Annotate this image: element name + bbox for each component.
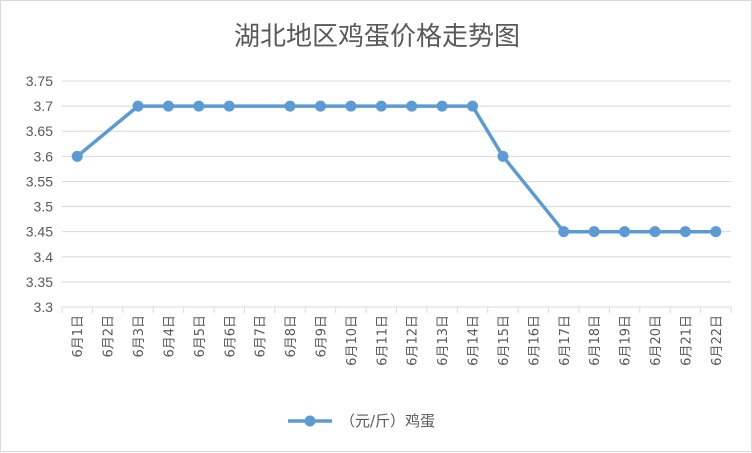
x-tick-label: 6月22日 [710,315,725,366]
x-tick-label: 6月5日 [193,315,208,358]
x-tick-label: 6月21日 [679,315,694,366]
data-point-12[interactable] [406,100,418,112]
data-point-4[interactable] [162,100,174,112]
data-point-19[interactable] [619,226,631,238]
x-tick-label: 6月1日 [71,315,86,358]
y-tick-label: 3.7 [34,98,54,114]
y-tick-label: 3.35 [26,274,53,290]
x-tick-label: 6月7日 [254,315,269,358]
chart-title: 湖北地区鸡蛋价格走势图 [234,22,520,52]
x-tick-label: 6月9日 [314,315,329,358]
data-point-20[interactable] [649,226,661,238]
data-point-10[interactable] [345,100,357,112]
x-axis-ticks: 6月1日 6月2日 6月3日 6月4日 6月5日 6月6日 6月7日 6月8日 6月9日 6月10… [61,307,732,366]
x-tick-label: 6月13日 [436,315,451,366]
x-tick-label: 6月20日 [649,315,664,366]
data-point-17[interactable] [558,226,570,238]
x-tick-label: 6月2日 [102,315,117,358]
x-tick-label: 6月19日 [619,315,634,366]
y-axis-ticks: 3.75 3.7 3.65 3.6 3.55 3.5 3.45 3.4 3.35 3.3 [26,73,53,315]
x-tick-label: 6月6日 [223,315,238,358]
data-point-1[interactable] [71,150,83,162]
x-tick-label: 6月11日 [375,315,390,366]
x-tick-label: 6月18日 [588,315,603,366]
data-point-8[interactable] [284,100,296,112]
x-tick-label: 6月16日 [527,315,542,366]
y-tick-label: 3.5 [34,199,54,215]
y-tick-label: 3.45 [26,224,53,240]
x-tick-label: 6月8日 [284,315,299,358]
data-point-11[interactable] [375,100,387,112]
data-point-3[interactable] [132,100,144,112]
x-tick-label: 6月12日 [406,315,421,366]
legend-label: （元/斤）鸡蛋 [340,412,435,430]
data-point-6[interactable] [223,100,235,112]
x-tick-label: 6月10日 [345,315,360,366]
x-tick-label: 6月15日 [497,315,512,366]
data-point-21[interactable] [679,226,691,238]
y-tick-label: 3.55 [26,173,53,189]
series-layer [71,100,722,238]
data-point-15[interactable] [497,150,509,162]
legend[interactable]: （元/斤）鸡蛋 [288,412,435,430]
legend-point-marker [304,415,316,427]
y-tick-label: 3.6 [34,148,54,164]
y-tick-label: 3.3 [34,299,54,315]
series-line [75,104,718,234]
data-point-14[interactable] [467,100,479,112]
data-point-22[interactable] [710,226,722,238]
x-tick-label: 6月14日 [467,315,482,366]
y-tick-label: 3.65 [26,123,53,139]
data-point-5[interactable] [193,100,205,112]
data-point-9[interactable] [314,100,326,112]
x-tick-label: 6月3日 [132,315,147,358]
y-tick-label: 3.75 [26,73,53,89]
gridlines [62,80,731,308]
x-tick-label: 6月17日 [558,315,573,366]
data-point-13[interactable] [436,100,448,112]
y-tick-label: 3.4 [34,249,54,265]
data-point-18[interactable] [588,226,600,238]
x-tick-label: 6月4日 [162,315,177,358]
